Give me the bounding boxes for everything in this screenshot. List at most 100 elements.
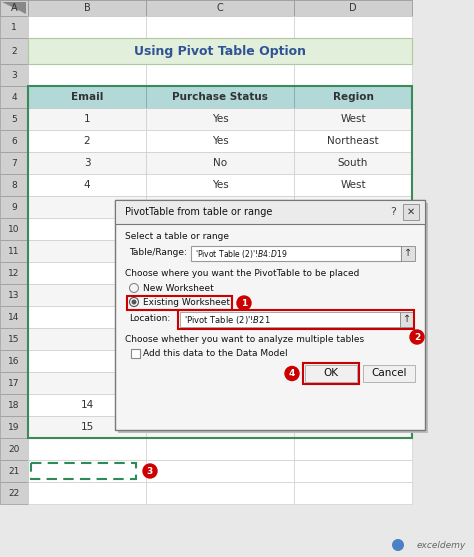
Bar bbox=[146, 438, 294, 460]
Bar bbox=[0, 0, 28, 16]
Bar bbox=[28, 350, 146, 372]
Text: No: No bbox=[213, 158, 227, 168]
Bar bbox=[146, 350, 294, 372]
Bar bbox=[294, 372, 412, 394]
Bar bbox=[294, 38, 412, 64]
Bar bbox=[28, 394, 146, 416]
Bar bbox=[31, 463, 136, 479]
Text: 16: 16 bbox=[8, 356, 20, 365]
Bar bbox=[180, 312, 400, 327]
Bar bbox=[146, 240, 294, 262]
Bar bbox=[146, 328, 294, 350]
Bar bbox=[294, 130, 412, 152]
Text: 1: 1 bbox=[241, 299, 247, 307]
Bar bbox=[146, 196, 294, 218]
Bar bbox=[28, 372, 146, 394]
Bar bbox=[0, 262, 28, 284]
Bar bbox=[146, 284, 294, 306]
Text: 12: 12 bbox=[9, 268, 20, 277]
Text: Northeast: Northeast bbox=[327, 136, 379, 146]
Bar bbox=[0, 328, 28, 350]
Bar bbox=[294, 196, 412, 218]
Bar bbox=[28, 196, 146, 218]
Text: Choose whether you want to analyze multiple tables: Choose whether you want to analyze multi… bbox=[125, 335, 364, 344]
Text: OK: OK bbox=[323, 369, 338, 379]
Bar bbox=[28, 262, 146, 284]
Bar bbox=[294, 284, 412, 306]
Bar bbox=[294, 438, 412, 460]
Text: 6: 6 bbox=[11, 136, 17, 145]
Text: 3: 3 bbox=[84, 158, 91, 168]
Text: Yes: Yes bbox=[211, 180, 228, 190]
Bar bbox=[146, 372, 294, 394]
Bar bbox=[146, 460, 294, 482]
Bar bbox=[127, 296, 232, 310]
Text: 'Pivot Table (2)'!$B$4:$D$19: 'Pivot Table (2)'!$B$4:$D$19 bbox=[195, 247, 288, 260]
Bar bbox=[28, 438, 146, 460]
Text: 2: 2 bbox=[11, 46, 17, 56]
Bar bbox=[28, 64, 146, 86]
Bar bbox=[294, 16, 412, 38]
Bar bbox=[146, 16, 294, 38]
Bar bbox=[28, 130, 146, 152]
Bar bbox=[28, 38, 146, 64]
Text: ?: ? bbox=[390, 207, 396, 217]
Bar bbox=[28, 86, 146, 108]
Text: 3: 3 bbox=[147, 467, 153, 476]
Bar bbox=[178, 310, 414, 329]
Text: West: West bbox=[340, 114, 366, 124]
Bar bbox=[28, 262, 146, 284]
Text: 1: 1 bbox=[84, 114, 91, 124]
Bar bbox=[28, 240, 146, 262]
Bar bbox=[28, 152, 146, 174]
Bar bbox=[294, 482, 412, 504]
Bar bbox=[0, 394, 28, 416]
Bar bbox=[28, 86, 146, 108]
Bar bbox=[363, 365, 415, 382]
Circle shape bbox=[285, 367, 299, 380]
Bar bbox=[294, 394, 412, 416]
Bar bbox=[28, 240, 146, 262]
Bar bbox=[28, 416, 146, 438]
Bar bbox=[28, 16, 146, 38]
Bar bbox=[28, 174, 146, 196]
Text: Yes: Yes bbox=[211, 422, 228, 432]
Bar bbox=[403, 204, 419, 220]
Bar bbox=[28, 328, 146, 350]
Bar bbox=[0, 306, 28, 328]
Bar bbox=[294, 416, 412, 438]
Text: 14: 14 bbox=[9, 312, 20, 321]
Text: Select a table or range: Select a table or range bbox=[125, 232, 229, 241]
Bar bbox=[303, 363, 359, 384]
Bar bbox=[0, 16, 28, 38]
Bar bbox=[28, 152, 146, 174]
Bar bbox=[0, 0, 28, 16]
Bar bbox=[115, 200, 425, 430]
Text: A: A bbox=[11, 3, 18, 13]
Circle shape bbox=[392, 539, 404, 551]
Text: Add this data to the Data Model: Add this data to the Data Model bbox=[143, 349, 288, 358]
Bar bbox=[146, 240, 294, 262]
Bar bbox=[146, 196, 294, 218]
Bar bbox=[294, 108, 412, 130]
Bar bbox=[28, 482, 146, 504]
Bar bbox=[294, 86, 412, 108]
Bar bbox=[28, 284, 146, 306]
Text: 9: 9 bbox=[11, 203, 17, 212]
Bar bbox=[294, 306, 412, 328]
Bar bbox=[146, 174, 294, 196]
Text: exceldemy: exceldemy bbox=[417, 540, 466, 550]
Bar bbox=[0, 482, 28, 504]
Bar bbox=[115, 200, 425, 224]
Text: 2: 2 bbox=[84, 136, 91, 146]
Bar bbox=[0, 218, 28, 240]
Bar bbox=[28, 416, 146, 438]
Text: Region: Region bbox=[333, 92, 374, 102]
Bar bbox=[118, 203, 428, 433]
Bar bbox=[146, 306, 294, 328]
Text: West: West bbox=[340, 180, 366, 190]
Bar bbox=[401, 246, 415, 261]
Bar bbox=[28, 38, 412, 64]
Bar bbox=[28, 174, 146, 196]
Bar bbox=[191, 246, 401, 261]
